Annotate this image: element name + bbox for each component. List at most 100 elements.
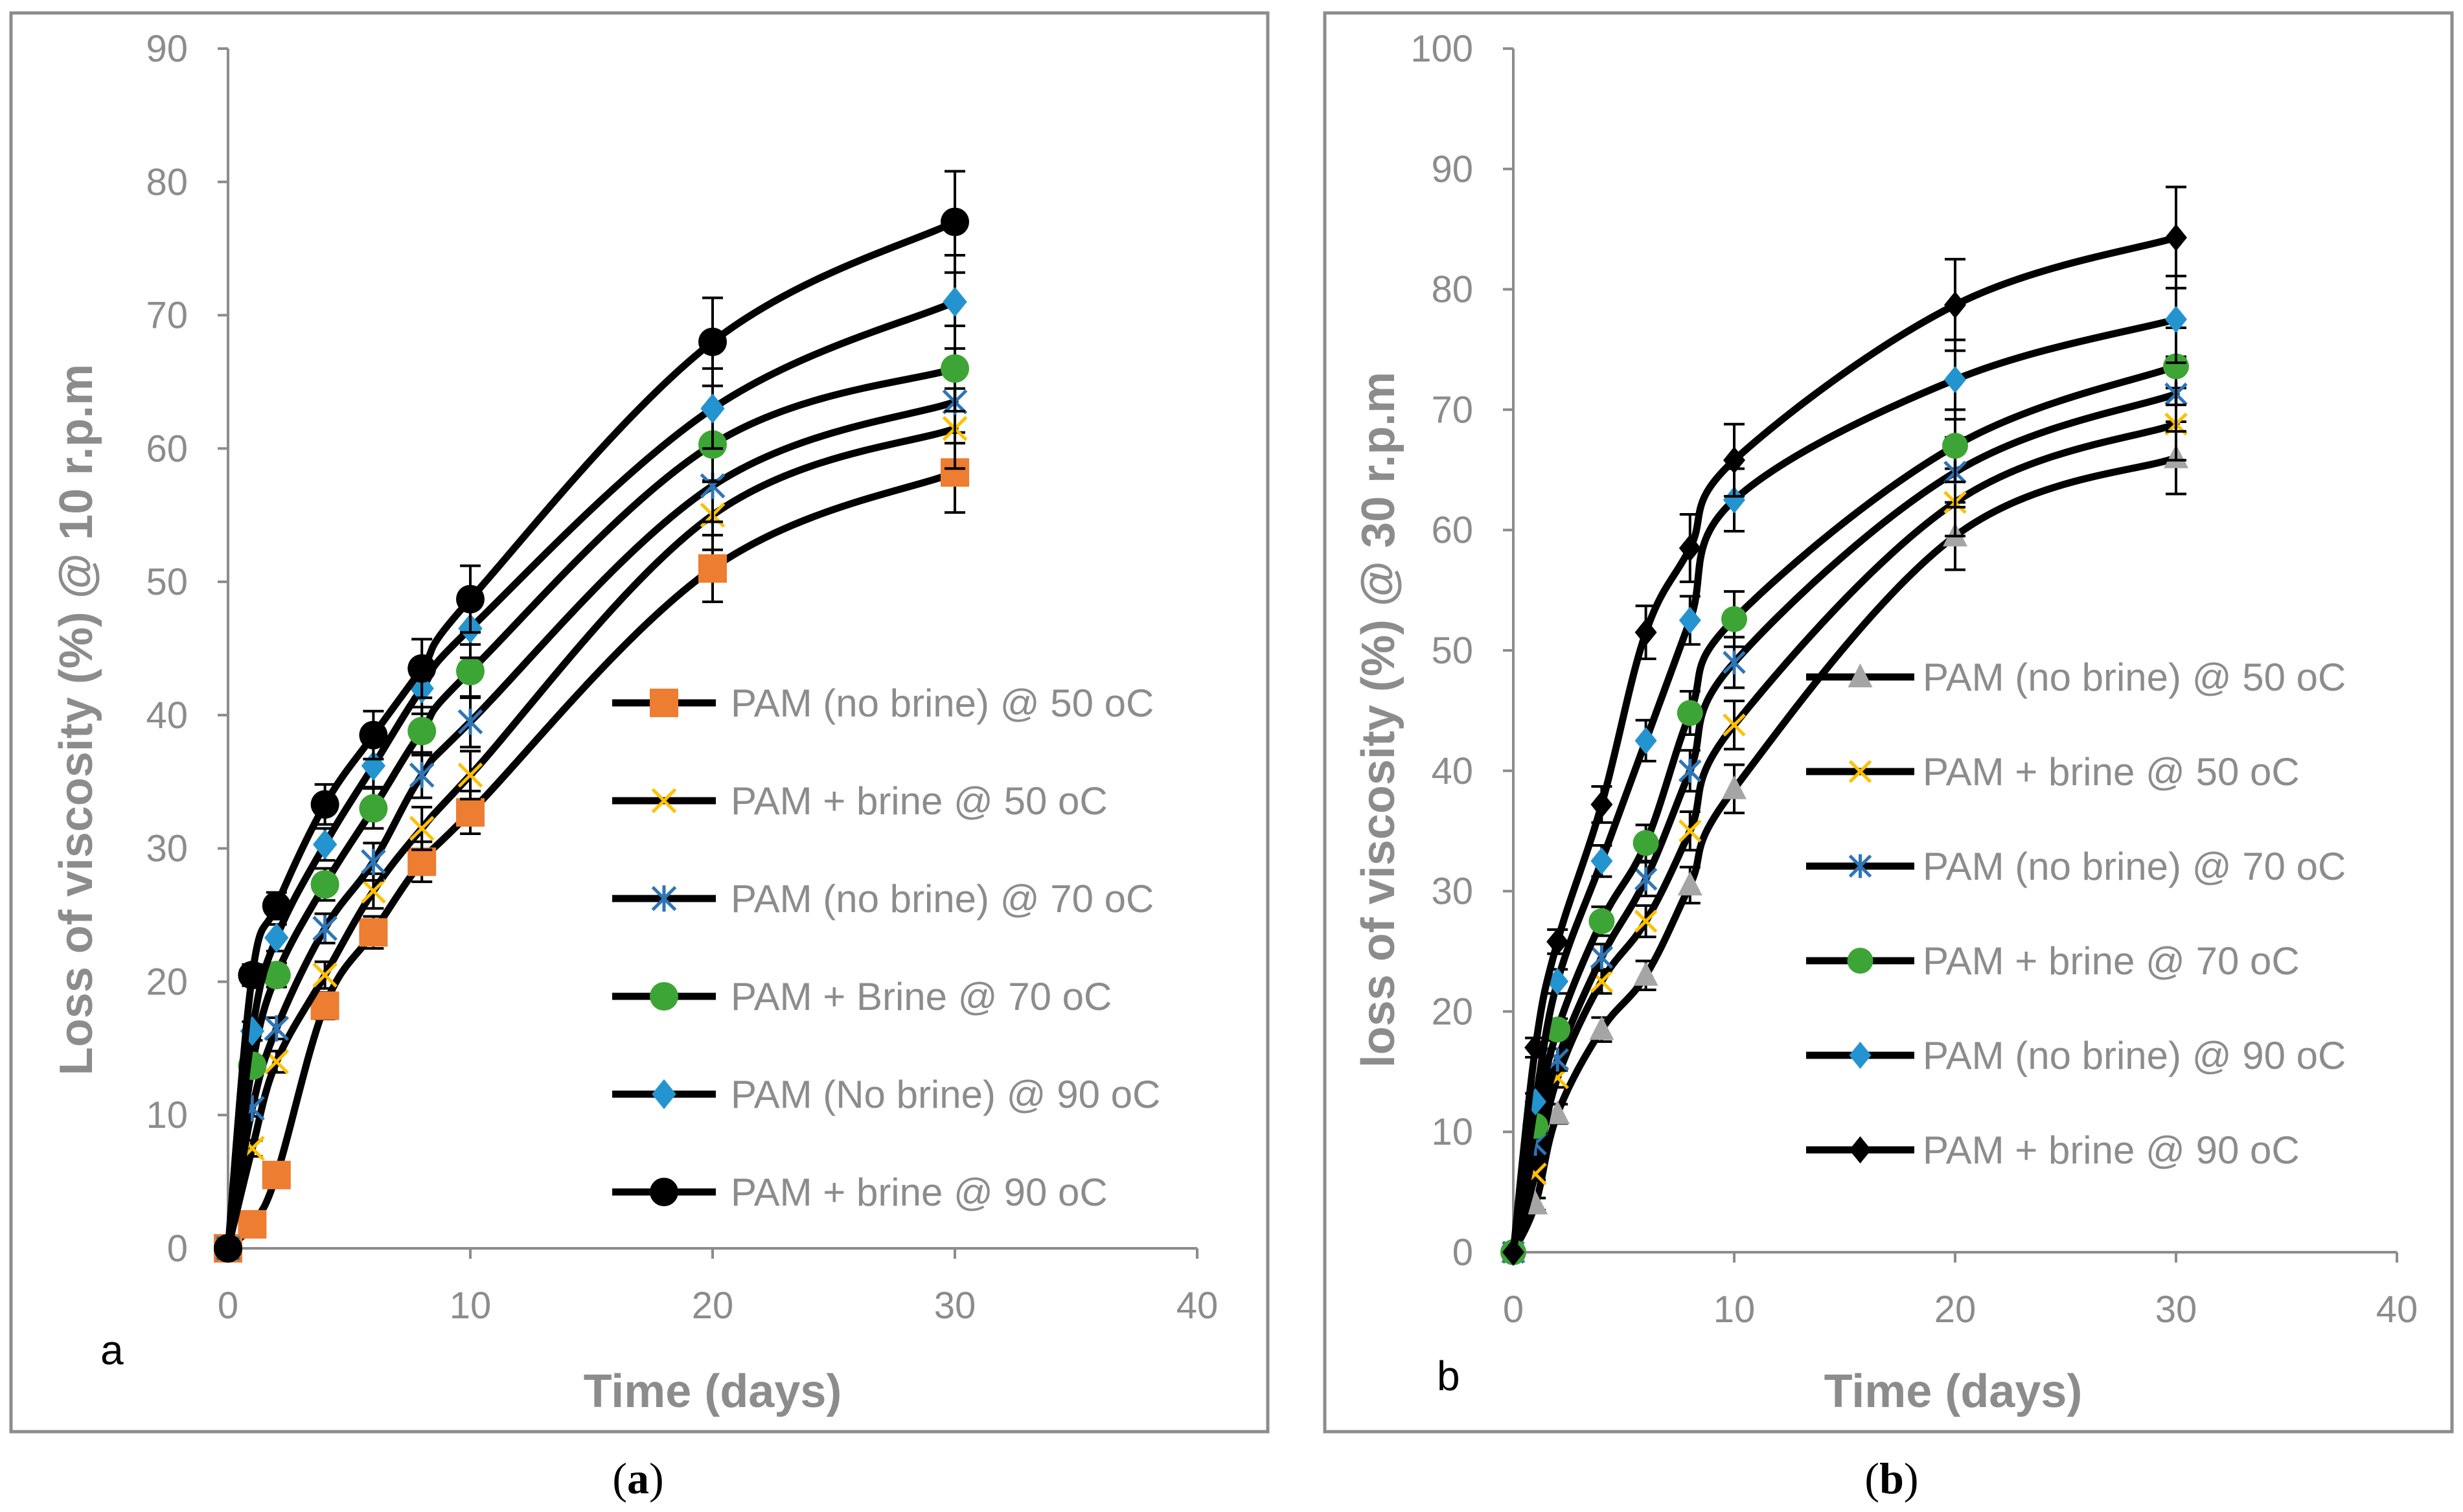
chart-b-frame xyxy=(1323,11,2454,1434)
chart-a-data-point xyxy=(359,794,388,823)
chart-b-legend-label: PAM (no brine) @ 70 oC xyxy=(1923,845,2346,888)
chart-a-data-point xyxy=(456,798,485,827)
chart-b-y-tick-label: 30 xyxy=(1431,871,1473,913)
chart-b-data-point xyxy=(1723,446,1745,474)
chart-a-data-point xyxy=(361,878,386,904)
chart-a-data-point xyxy=(943,286,967,317)
chart-a-legend-marker xyxy=(650,982,678,1011)
chart-b-data-point xyxy=(1678,819,1702,843)
chart-b-legend-label: PAM + brine @ 50 oC xyxy=(1923,750,2300,794)
chart-b-y-tick-label: 0 xyxy=(1452,1231,1473,1274)
chart-a-series-5 xyxy=(214,170,969,1263)
chart-b-legend-label: PAM (no brine) @ 50 oC xyxy=(1923,656,2346,699)
chart-b-legend-marker xyxy=(1848,854,1872,878)
chart-a-data-point xyxy=(310,870,339,899)
chart-b-legend-label: PAM + brine @ 90 oC xyxy=(1923,1128,2300,1172)
chart-a-data-point xyxy=(312,829,338,860)
chart-a-data-point xyxy=(698,554,727,583)
chart-a-legend-marker xyxy=(651,885,677,912)
chart-b-data-point xyxy=(1634,910,1658,933)
chart-a-y-tick-label: 70 xyxy=(146,295,188,337)
chart-b-data-point xyxy=(1678,759,1702,783)
chart-a-legend-marker xyxy=(650,689,678,717)
chart-b-legend-marker xyxy=(1847,948,1873,974)
chart-a-data-point xyxy=(456,656,485,685)
chart-a-data-point xyxy=(700,393,725,424)
chart-b-data-point xyxy=(1590,945,1614,970)
chart-b-x-tick-label: 10 xyxy=(1713,1289,1756,1331)
chart-b-data-point xyxy=(1942,433,1968,459)
chart-a-y-tick-label: 10 xyxy=(146,1094,188,1136)
chart-a-legend-marker xyxy=(651,788,677,814)
chart-a-legend-label: PAM (No brine) @ 90 oC xyxy=(731,1073,1160,1116)
chart-b-legend-label: PAM (no brine) @ 90 oC xyxy=(1923,1034,2346,1077)
chart-b-data-point xyxy=(2165,223,2187,251)
chart-a-data-point xyxy=(941,354,969,383)
chart-b-data-point xyxy=(1723,486,1745,514)
chart-a-legend: PAM (no brine) @ 50 oC PAM + brine @ 50 o… xyxy=(612,682,1160,1214)
chart-b-legend-entry: PAM (no brine) @ 50 oC xyxy=(1806,656,2346,699)
chart-a-data-point xyxy=(264,922,289,953)
chart-b-series-line xyxy=(1509,315,2180,1256)
chart-b-data-point xyxy=(2165,306,2187,334)
chart-b-y-tick-label: 90 xyxy=(1431,148,1473,190)
chart-b-legend-entry: PAM (no brine) @ 90 oC xyxy=(1806,1034,2346,1077)
chart-b-series xyxy=(1500,185,2189,1266)
chart-a-data-point xyxy=(238,961,267,990)
chart-a-y-tick-label: 60 xyxy=(146,428,188,470)
chart-b-data-point xyxy=(1721,606,1747,632)
chart-b-data-point xyxy=(1590,847,1613,875)
chart-b-data-point xyxy=(1502,1239,1524,1266)
chart-b-y-axis-label: loss of viscosity (%) @ 30 r.p.m xyxy=(1353,372,1404,1068)
chart-a-data-point xyxy=(359,918,388,947)
chart-b-legend-label: PAM + brine @ 70 oC xyxy=(1923,939,2300,983)
chart-a-x-tick-label: 20 xyxy=(692,1285,734,1327)
chart-b-legend: PAM (no brine) @ 50 oC PAM + brine @ 50 o… xyxy=(1806,656,2346,1172)
chart-a-data-point xyxy=(407,716,437,746)
chart-b-y-tick-label: 40 xyxy=(1431,750,1473,792)
chart-a-data-point xyxy=(238,1209,267,1239)
chart-a-y-tick-label: 90 xyxy=(146,28,188,70)
chart-a-data-point xyxy=(409,816,435,842)
chart-b-data-point xyxy=(1546,928,1569,956)
chart-b-data-point xyxy=(1723,650,1746,674)
chart-a-data-point xyxy=(361,750,386,781)
chart-a-data-point xyxy=(698,327,727,356)
chart-b-y-tick-label: 20 xyxy=(1431,991,1473,1033)
chart-a-x-axis-label: Time (days) xyxy=(584,1366,842,1417)
chart-a-data-point xyxy=(262,891,291,921)
chart-b-y-tick-label: 100 xyxy=(1410,28,1473,70)
chart-b-y-tick-label: 10 xyxy=(1431,1111,1473,1153)
chart-a-data-point xyxy=(457,708,483,735)
caption-a: (a) xyxy=(612,1454,663,1503)
chart-b-series-5 xyxy=(1502,185,2187,1266)
chart-a-legend-entry: PAM (no brine) @ 50 oC xyxy=(612,682,1154,725)
chart-b-panel-letter: b xyxy=(1437,1353,1460,1399)
chart-a-legend-marker xyxy=(650,1178,678,1206)
chart-a-legend-label: PAM (no brine) @ 50 oC xyxy=(731,682,1154,725)
chart-b-data-point xyxy=(1589,1016,1614,1040)
chart-b-y-tick-label: 70 xyxy=(1431,389,1473,431)
chart-a-legend-entry: PAM + brine @ 50 oC xyxy=(612,779,1108,823)
chart-a-y-tick-label: 0 xyxy=(167,1228,188,1270)
chart-a-data-point xyxy=(310,790,339,819)
chart-b-y-tick-label: 60 xyxy=(1431,509,1473,551)
chart-b-legend-marker xyxy=(1848,760,1872,783)
chart-a-axes: 0 10 20 30 40 50 60 70 80 90 0 10 20 30 40 xyxy=(146,28,1218,1327)
chart-b: 0 10 20 30 40 50 60 70 80 90 100 0 10 20 30 40 PAM (no … xyxy=(1323,11,2454,1434)
chart-b-data-point xyxy=(1677,871,1702,896)
chart-b-data-point xyxy=(1545,1100,1570,1125)
chart-a-y-axis-label: Loss of viscosity (%) @ 10 r.p.m xyxy=(51,364,102,1076)
chart-b-data-point xyxy=(1590,790,1613,818)
chart-b-data-point xyxy=(1588,908,1615,935)
chart-a-data-point xyxy=(361,849,386,875)
chart-a-data-point xyxy=(359,720,388,750)
chart-a-x-tick-label: 40 xyxy=(1176,1285,1219,1327)
chart-b-y-tick-label: 80 xyxy=(1431,269,1473,311)
chart-a-data-point xyxy=(214,1234,242,1263)
chart-a-data-point xyxy=(264,1015,290,1042)
chart-b-data-point xyxy=(1634,727,1657,755)
chart-a-legend-label: PAM (no brine) @ 70 oC xyxy=(731,877,1154,921)
chart-b-legend-entry: PAM + brine @ 70 oC xyxy=(1806,939,2300,983)
